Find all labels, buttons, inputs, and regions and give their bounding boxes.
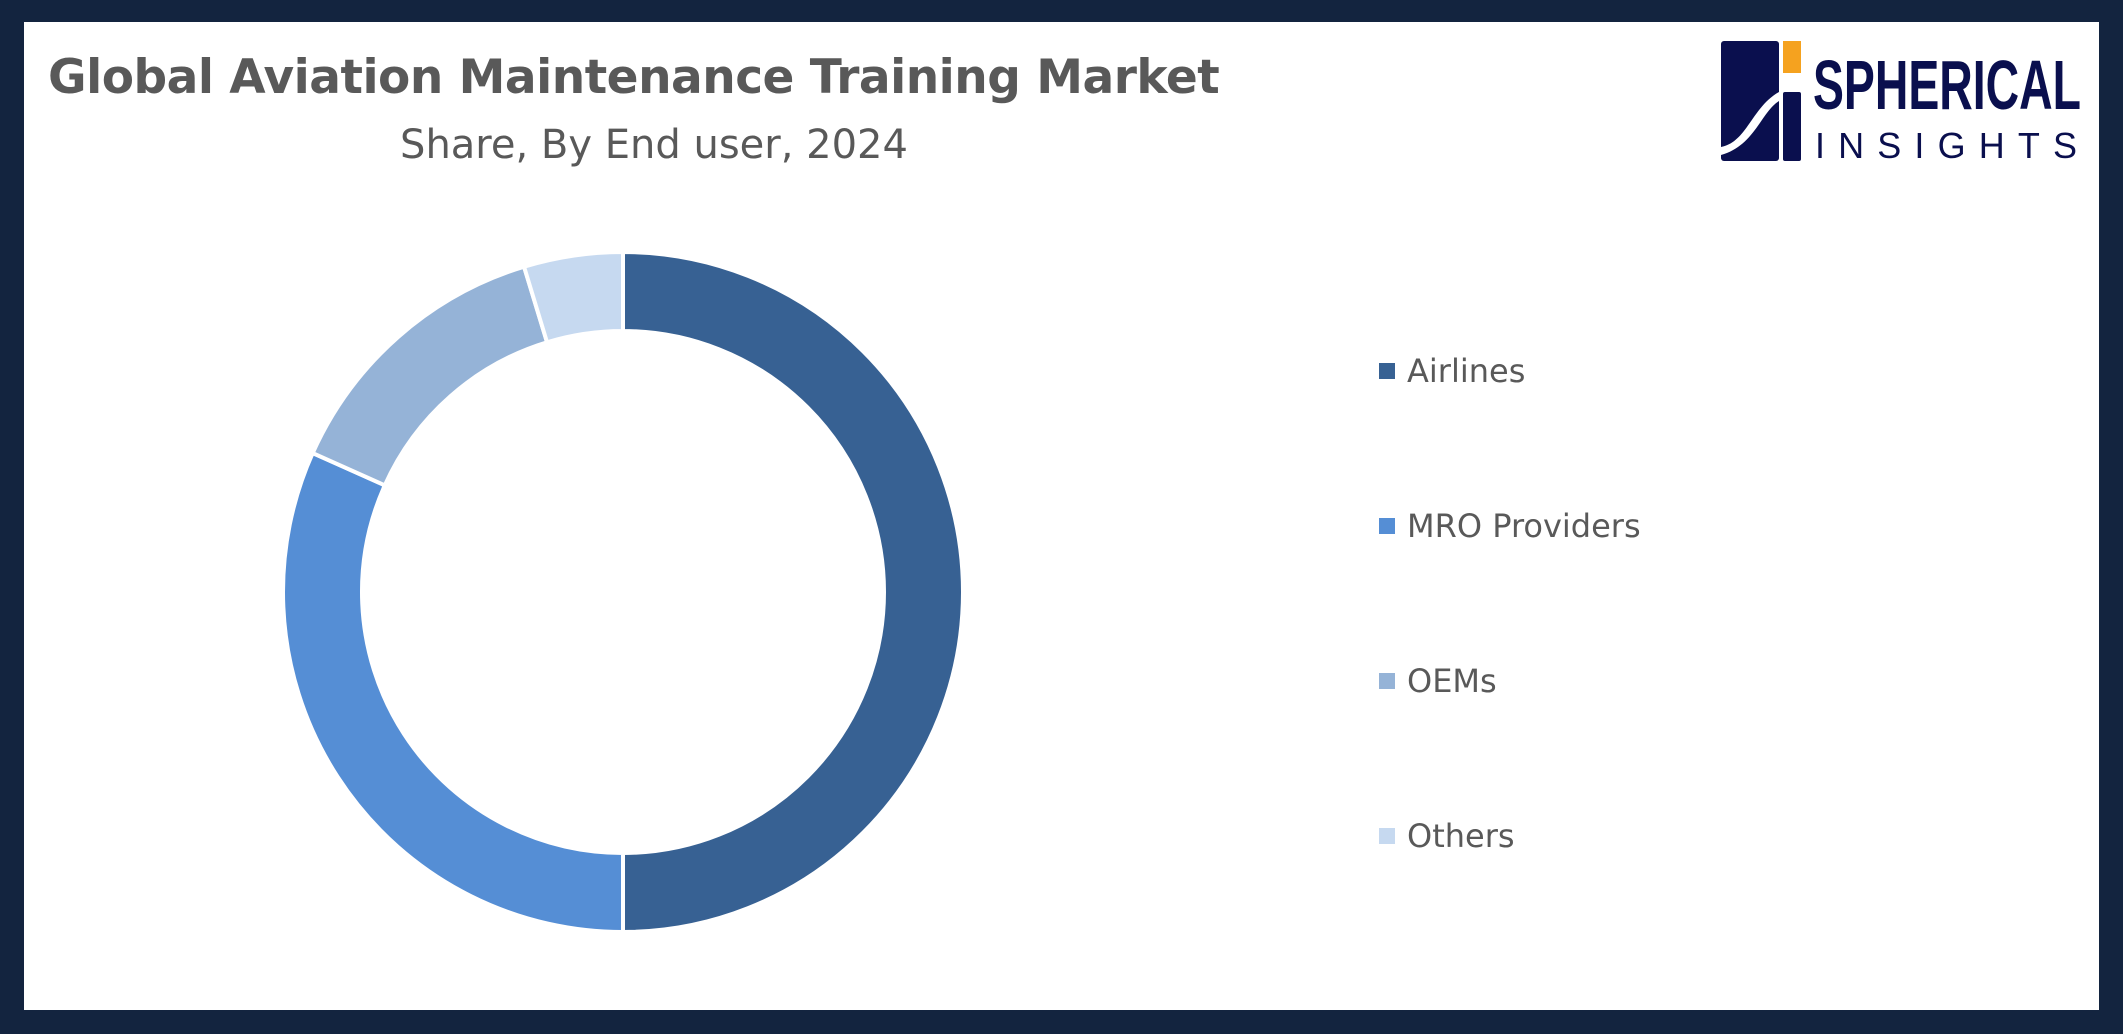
legend-label: Airlines [1407,352,1526,390]
chart-subtitle: Share, By End user, 2024 [400,122,908,168]
donut-slice-mro-providers [281,450,625,935]
donut-slice-oems [310,264,550,488]
legend-item: OEMs [1379,662,1497,700]
logo-text-2: INSIGHTS [1815,125,2077,166]
legend-item: MRO Providers [1379,507,1641,545]
donut-chart [281,249,965,935]
chart-panel: Global Aviation Maintenance Training Mar… [24,22,2099,1010]
donut-slice-airlines [621,249,965,935]
logo-mark-icon: SPHERICAL INSIGHTS [1721,41,2081,166]
legend-swatch [1379,518,1395,534]
spherical-insights-logo: SPHERICAL INSIGHTS [1717,37,2087,172]
donut-slice-others [521,249,625,345]
logo-text-1: SPHERICAL [1813,46,2081,124]
legend-item: Airlines [1379,352,1525,390]
chart-title: Global Aviation Maintenance Training Mar… [48,50,1220,105]
legend-label: Others [1407,817,1515,855]
legend-swatch [1379,363,1395,379]
legend-label: OEMs [1407,662,1497,700]
legend-label: MRO Providers [1407,507,1641,545]
legend-item: Others [1379,817,1515,855]
legend-swatch [1379,828,1395,844]
legend-swatch [1379,673,1395,689]
